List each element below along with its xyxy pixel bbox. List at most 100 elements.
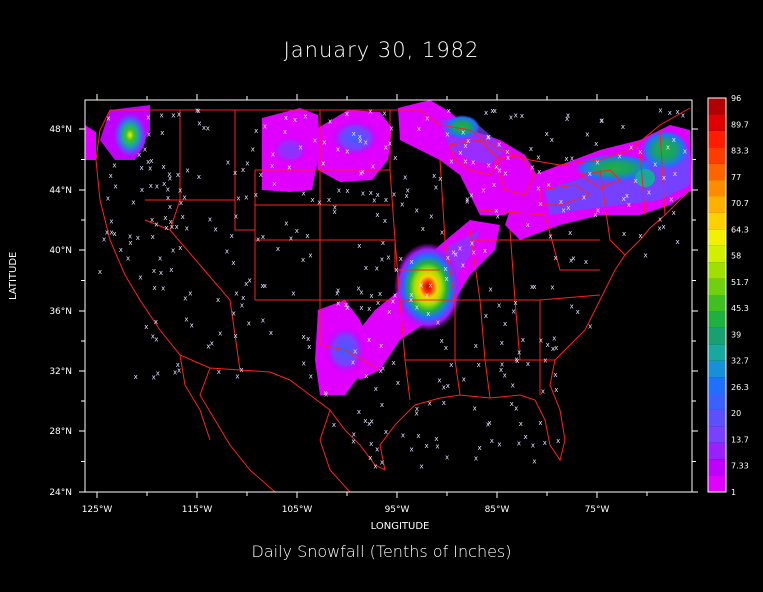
station-marker: x (425, 292, 429, 300)
station-marker: x (529, 145, 533, 153)
station-marker: x (109, 218, 113, 226)
station-marker: x (234, 289, 238, 297)
station-marker: x (409, 296, 413, 304)
lon-tick-label: 125°W (82, 505, 113, 515)
station-marker: x (599, 117, 603, 125)
station-marker: x (466, 137, 470, 145)
station-marker: x (669, 196, 673, 204)
station-marker: x (393, 292, 397, 300)
lat-tick-label: 44°N (49, 186, 72, 196)
station-marker: x (158, 255, 162, 263)
station-marker: x (553, 371, 557, 379)
station-marker: x (497, 441, 501, 449)
station-marker: x (160, 112, 164, 120)
station-marker: x (595, 158, 599, 166)
station-marker: x (514, 405, 518, 413)
station-marker: x (240, 302, 244, 310)
station-marker: x (469, 191, 473, 199)
station-marker: x (554, 386, 558, 394)
station-marker: x (136, 234, 140, 242)
station-marker: x (374, 385, 378, 393)
colorbar-segment (708, 311, 726, 328)
station-marker: x (197, 107, 201, 115)
station-marker: x (376, 191, 380, 199)
station-marker: x (647, 188, 651, 196)
station-marker: x (147, 131, 151, 139)
colorbar-segment (708, 360, 726, 378)
station-marker: x (462, 375, 466, 383)
station-marker: x (208, 216, 212, 224)
station-marker: x (556, 437, 560, 445)
station-marker: x (214, 225, 218, 233)
station-marker: x (588, 170, 592, 178)
station-marker: x (532, 283, 536, 291)
station-marker: x (128, 239, 132, 247)
station-marker: x (446, 254, 450, 262)
colorbar-segment (708, 163, 726, 181)
colorbar-segment (708, 459, 726, 476)
station-marker: x (218, 329, 222, 337)
lat-tick-label: 36°N (49, 307, 72, 317)
colorbar-label: 77 (731, 173, 741, 182)
station-marker: x (307, 343, 311, 351)
station-marker: x (357, 242, 361, 250)
station-marker: x (562, 207, 566, 215)
latitude-ticks: 24°N 28°N 32°N 36°N 40°N 44°N 48°N (49, 125, 698, 498)
station-marker: x (150, 216, 154, 224)
station-marker: x (293, 116, 297, 124)
station-marker: x (488, 419, 492, 427)
station-marker: x (565, 115, 569, 123)
station-marker: x (634, 177, 638, 185)
colorbar-label: 45.3 (731, 304, 749, 313)
station-marker: x (464, 142, 468, 150)
station-marker: x (370, 418, 374, 426)
station-marker: x (389, 125, 393, 133)
station-marker: x (552, 335, 556, 343)
colorbar-label: 51.7 (731, 278, 749, 287)
station-marker: x (473, 405, 477, 413)
station-marker: x (113, 230, 117, 238)
station-marker: x (251, 146, 255, 154)
station-marker: x (509, 114, 513, 122)
station-marker: x (490, 437, 494, 445)
station-marker: x (392, 359, 396, 367)
station-marker: x (672, 136, 676, 144)
station-marker: x (484, 109, 488, 117)
lat-tick-label: 28°N (49, 427, 72, 437)
station-marker: x (429, 281, 433, 289)
station-marker: x (244, 194, 248, 202)
station-marker: x (425, 115, 429, 123)
lon-tick-label: 95°W (385, 505, 410, 515)
station-marker: x (471, 159, 475, 167)
station-marker: x (383, 217, 387, 225)
station-marker: x (305, 232, 309, 240)
station-marker: x (291, 290, 295, 298)
station-marker: x (520, 112, 524, 120)
station-marker: x (496, 213, 500, 221)
colorbar-segment (708, 130, 726, 148)
station-marker: x (231, 259, 235, 267)
station-marker: x (176, 361, 180, 369)
station-marker: x (627, 201, 631, 209)
station-marker: x (170, 223, 174, 231)
station-marker: x (391, 298, 395, 306)
station-marker: x (484, 312, 488, 320)
station-marker: x (393, 154, 397, 162)
station-marker: x (454, 251, 458, 259)
station-marker: x (195, 106, 199, 114)
station-marker: x (105, 229, 109, 237)
station-marker: x (241, 166, 245, 174)
station-marker: x (154, 318, 158, 326)
station-marker: x (140, 186, 144, 194)
station-marker: x (259, 171, 263, 179)
station-marker: x (138, 274, 142, 282)
station-marker: x (463, 157, 467, 165)
station-marker: x (295, 227, 299, 235)
station-marker: x (168, 174, 172, 182)
station-marker: x (472, 249, 476, 257)
colorbar-segment (708, 180, 726, 197)
station-marker: x (486, 134, 490, 142)
station-marker: x (410, 258, 414, 266)
station-marker: x (164, 224, 168, 232)
station-marker: x (415, 405, 419, 413)
